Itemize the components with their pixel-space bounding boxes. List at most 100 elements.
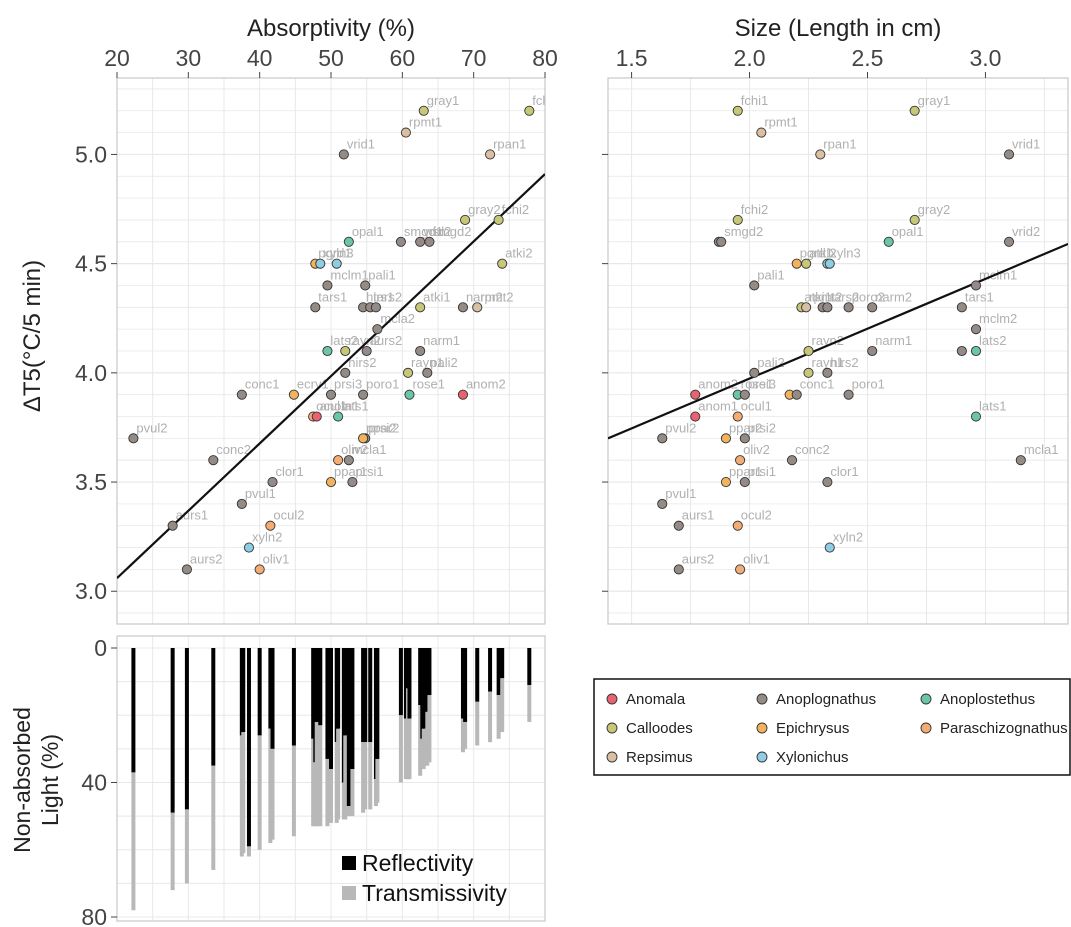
- data-point: [333, 455, 344, 466]
- transmissivity-bar: [500, 678, 505, 733]
- reflectivity-bar: [418, 648, 423, 706]
- y-tick-label: 4.0: [75, 360, 107, 386]
- x-tick-label: 2.5: [851, 45, 883, 71]
- genus-legend: Anomala Anoplognathus Anoplostethus Callood…: [593, 678, 1071, 776]
- point-label: narm1: [875, 333, 912, 348]
- data-point: [415, 236, 426, 247]
- absorptivity-title: Absorptivity (%): [247, 15, 415, 42]
- reflectivity-bar: [241, 648, 246, 733]
- point-label: narm2: [466, 289, 503, 304]
- data-point: [749, 367, 760, 378]
- absorptivity-scatter-panel: 20 30 40 50 60 70 80 3.0 3.5 4.0 4.5 5.0 fchi1 gray1 r…: [75, 45, 558, 625]
- point-label: vrid1: [347, 136, 375, 151]
- data-point: [883, 236, 894, 247]
- nonabs-ylabel-line2: Light (%): [37, 734, 63, 826]
- point-label: prsi2: [368, 420, 396, 435]
- data-point: [265, 520, 276, 531]
- data-point: [460, 214, 471, 226]
- point-label: clor1: [276, 464, 304, 479]
- x-tick-label: 40: [247, 45, 273, 71]
- data-point: [395, 236, 406, 247]
- point-label: hirs2: [830, 355, 858, 370]
- point-label: smgd1: [404, 224, 443, 239]
- data-point: [867, 302, 878, 313]
- data-point: [254, 564, 265, 575]
- data-point: [243, 542, 255, 553]
- transmissivity-bar: [318, 725, 323, 827]
- data-point: [673, 564, 684, 575]
- point-label: fchi2: [502, 202, 529, 217]
- point-label: ppar2: [366, 420, 399, 435]
- data-point: [422, 367, 433, 378]
- legend-entry-label: Anoplostethus: [940, 691, 1035, 708]
- x-tick-label: 80: [532, 45, 558, 71]
- reflectivity-bar: [488, 648, 493, 692]
- reflectivity-bar: [170, 648, 175, 813]
- point-label: anom2: [466, 377, 506, 392]
- point-label: rayn1: [411, 355, 444, 370]
- data-point: [909, 105, 920, 116]
- reflectivity-bar: [425, 648, 430, 712]
- reflectivity-bar: [329, 648, 333, 770]
- y-tick-label: 5.0: [75, 141, 107, 167]
- legend-swatch: [606, 751, 618, 763]
- reflectivity-bar: [318, 648, 323, 726]
- point-label: smgd2: [724, 224, 763, 239]
- legend-swatch: [920, 722, 932, 734]
- data-point: [315, 258, 326, 269]
- data-point: [457, 389, 469, 400]
- point-label: conc1: [245, 377, 280, 392]
- reflectivity-bar: [270, 648, 275, 749]
- point-label: xyln3: [323, 246, 353, 261]
- y-tick-label: 80: [81, 904, 107, 927]
- reflectivity-bar: [336, 648, 341, 729]
- reflectivity-bar: [368, 648, 373, 743]
- point-label: pali1: [757, 267, 784, 282]
- transmissivity-bar: [398, 715, 403, 783]
- data-point: [1003, 236, 1015, 247]
- point-label: pvul1: [245, 486, 276, 501]
- point-label: conc1: [800, 377, 835, 392]
- data-point: [815, 149, 826, 160]
- transmissivity-bar: [407, 718, 412, 780]
- transmissivity-bar: [350, 769, 355, 817]
- data-point: [340, 345, 351, 357]
- data-point: [236, 389, 247, 400]
- point-label: mclm1: [330, 267, 368, 282]
- data-point: [732, 411, 743, 422]
- point-label: gray1: [918, 93, 951, 108]
- point-label: vrid1: [1012, 136, 1040, 151]
- point-label: atki2: [809, 246, 836, 261]
- reflectivity-legend-label: Reflectivity: [362, 850, 474, 876]
- data-point: [347, 476, 358, 488]
- data-point: [338, 149, 349, 160]
- data-point: [493, 214, 504, 226]
- transmissivity-bar: [496, 695, 501, 739]
- legend-swatch: [756, 693, 768, 705]
- legend-swatch: [606, 722, 618, 734]
- data-point: [415, 345, 426, 357]
- point-label: rpmt2: [809, 289, 842, 304]
- reflectivity-bar: [427, 648, 432, 696]
- point-label: atki2: [505, 246, 532, 261]
- point-label: tars1: [965, 289, 994, 304]
- dt-ylabel: ΔT5(°C/5 min): [19, 260, 46, 412]
- point-label: aurs1: [682, 508, 715, 523]
- data-point: [970, 280, 982, 291]
- transmissivity-bar: [463, 721, 468, 749]
- transmissivity-bar: [403, 718, 408, 780]
- data-point: [739, 433, 750, 444]
- transmissivity-bar: [427, 695, 432, 763]
- legend-swatch: [756, 722, 768, 734]
- data-point: [358, 389, 369, 400]
- point-label: poro1: [852, 377, 885, 392]
- data-point: [749, 280, 760, 291]
- reflectivity-bar: [421, 648, 426, 729]
- data-point: [657, 498, 668, 509]
- point-label: rose1: [741, 377, 774, 392]
- data-point: [311, 411, 322, 422]
- reflectivity-bar: [398, 648, 403, 716]
- transmissivity-bar: [475, 701, 480, 746]
- point-label: rpmt2: [480, 289, 513, 304]
